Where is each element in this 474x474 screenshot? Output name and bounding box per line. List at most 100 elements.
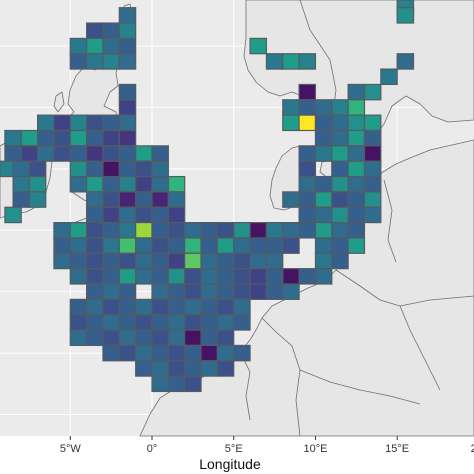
grid-cell — [184, 298, 202, 316]
grid-cell — [102, 206, 120, 224]
grid-cell — [151, 252, 169, 270]
grid-cell — [167, 175, 186, 193]
grid-cell — [86, 268, 104, 285]
grid-cell — [167, 206, 186, 224]
grid-cell — [184, 252, 202, 270]
grid-cell — [135, 206, 153, 224]
grid-cell — [282, 237, 300, 254]
grid-cell — [331, 160, 349, 178]
grid-cell — [135, 145, 153, 162]
grid-cell — [331, 252, 349, 270]
grid-cell — [135, 329, 153, 347]
grid-cell — [298, 99, 317, 116]
grid-cell — [118, 283, 137, 300]
grid-cell — [53, 252, 71, 270]
grid-cell — [118, 129, 137, 147]
grid-cell — [69, 237, 88, 254]
grid-cell — [216, 298, 235, 316]
grid-cell — [102, 329, 120, 347]
grid-cell — [216, 237, 235, 254]
grid-cell — [118, 22, 137, 39]
grid-cell — [12, 160, 31, 178]
grid-cell — [69, 53, 88, 70]
grid-cell — [314, 129, 333, 147]
grid-cell — [184, 237, 202, 254]
grid-cell — [314, 222, 333, 239]
grid-cell — [86, 206, 104, 224]
grid-cell — [69, 114, 88, 132]
grid-cell — [86, 145, 104, 162]
grid-cell — [282, 283, 300, 300]
grid-cell — [102, 268, 120, 285]
grid-cell — [135, 237, 153, 254]
grid-cell — [184, 344, 202, 362]
grid-cell — [314, 191, 333, 208]
grid-cell — [233, 314, 251, 331]
grid-cell — [200, 314, 218, 331]
grid-cell — [86, 314, 104, 331]
grid-cell — [282, 114, 300, 132]
x-tick-label: 5°E — [225, 443, 243, 455]
grid-cell — [86, 252, 104, 270]
grid-cell — [167, 283, 186, 300]
grid-cell — [331, 114, 349, 132]
grid-cell — [69, 252, 88, 270]
grid-cell — [102, 37, 120, 55]
grid-cell — [28, 160, 47, 178]
grid-cell — [200, 222, 218, 239]
grid-cell — [151, 175, 169, 193]
grid-cell — [331, 237, 349, 254]
grid-cell — [118, 329, 137, 347]
grid-cell — [69, 268, 88, 285]
grid-cell — [135, 314, 153, 331]
grid-cell — [363, 83, 382, 101]
grid-cell — [151, 145, 169, 162]
grid-cell — [20, 145, 39, 162]
grid-cell — [151, 160, 169, 178]
grid-cell — [363, 191, 382, 208]
grid-cell — [298, 160, 317, 178]
grid-cell — [184, 268, 202, 285]
grid-cell — [265, 53, 284, 70]
grid-cell — [20, 129, 39, 147]
x-tick-label: 5°W — [60, 443, 82, 455]
grid-cell — [118, 99, 137, 116]
grid-cell — [86, 298, 104, 316]
grid-cell — [216, 268, 235, 285]
grid-cell — [347, 206, 366, 224]
grid-cell — [265, 268, 284, 285]
grid-cell — [69, 129, 88, 147]
grid-cell — [118, 83, 137, 101]
grid-cell — [102, 283, 120, 300]
x-tick-label: 10°E — [303, 443, 327, 455]
grid-cell — [151, 344, 169, 362]
grid-cell — [86, 175, 104, 193]
grid-cell — [151, 283, 169, 300]
grid-cell — [265, 283, 284, 300]
grid-cell — [200, 329, 218, 347]
grid-cell — [167, 329, 186, 347]
grid-cell — [184, 375, 202, 393]
grid-cell — [135, 360, 153, 377]
grid-cell — [265, 222, 284, 239]
grid-cell — [102, 145, 120, 162]
grid-cell — [167, 344, 186, 362]
grid-cell — [282, 191, 300, 208]
grid-cell — [216, 222, 235, 239]
grid-cell — [184, 283, 202, 300]
grid-cell — [314, 237, 333, 254]
grid-cell — [102, 222, 120, 239]
grid-cell — [282, 222, 300, 239]
grid-cell — [167, 252, 186, 270]
grid-cell — [298, 83, 317, 101]
grid-cell — [69, 298, 88, 316]
grid-cell — [118, 145, 137, 162]
occurrence-grid — [0, 0, 415, 393]
grid-cell — [167, 314, 186, 331]
grid-cell — [151, 191, 169, 208]
grid-cell — [4, 145, 22, 162]
grid-cell — [298, 222, 317, 239]
grid-cell — [118, 37, 137, 55]
grid-cell — [86, 329, 104, 347]
